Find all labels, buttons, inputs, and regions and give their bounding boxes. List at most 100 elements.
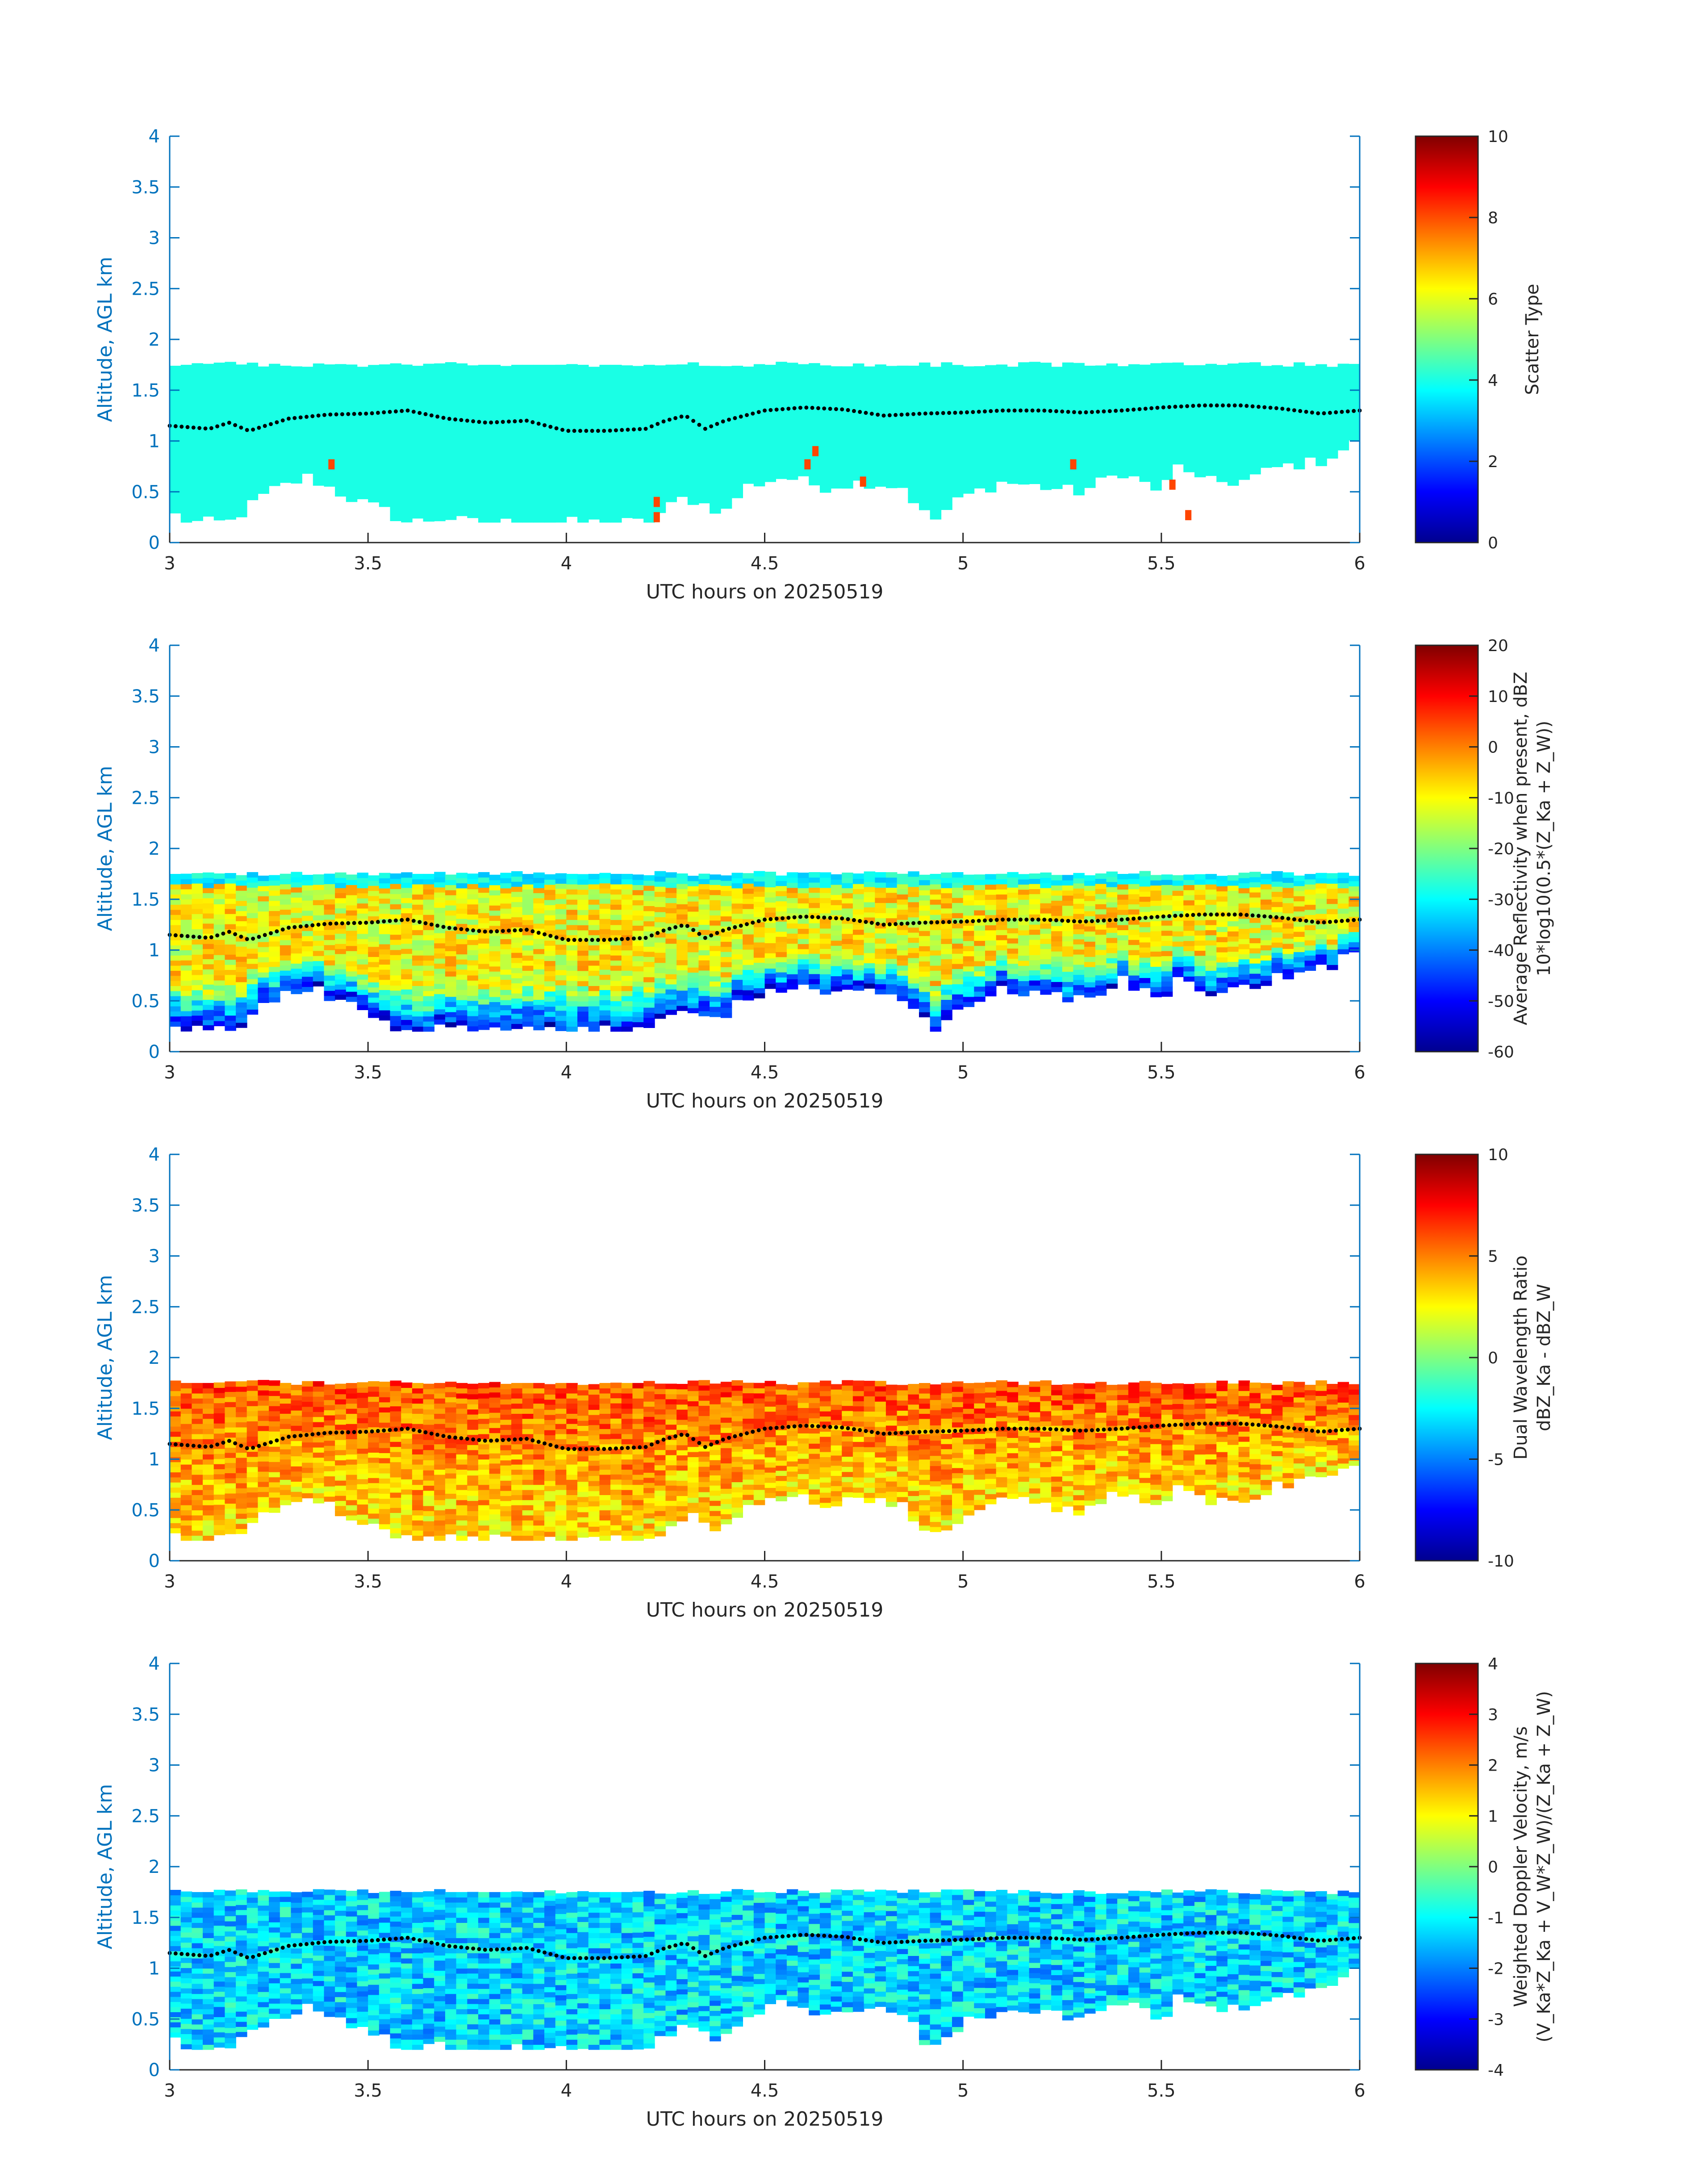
heatmap-cell <box>764 400 776 406</box>
heatmap-cell <box>885 928 898 934</box>
heatmap-cell <box>930 975 942 981</box>
heatmap-cell <box>1183 421 1195 427</box>
heatmap-cell <box>401 491 413 497</box>
heatmap-cell <box>852 444 864 451</box>
heatmap-cell <box>599 451 611 457</box>
heatmap-cell <box>258 962 269 968</box>
heatmap-cell <box>919 479 931 485</box>
heatmap-cell <box>1194 472 1206 477</box>
heatmap-cell <box>1128 430 1140 436</box>
heatmap-cell <box>710 386 721 392</box>
heatmap-cell <box>379 384 391 390</box>
heatmap-cell <box>776 397 787 403</box>
heatmap-cell <box>500 954 512 960</box>
heatmap-cell <box>1084 452 1096 458</box>
heatmap-cell <box>423 930 434 936</box>
heatmap-cell <box>533 984 545 990</box>
heatmap-cell <box>1315 445 1327 451</box>
heatmap-cell <box>753 886 765 892</box>
heatmap-cell <box>203 949 214 954</box>
heatmap-cell <box>335 364 347 370</box>
heatmap-cell <box>731 391 743 397</box>
heatmap-cell <box>180 466 192 472</box>
heatmap-cell <box>885 948 898 954</box>
heatmap-cell <box>379 496 391 502</box>
heatmap-cell <box>555 370 567 376</box>
heatmap-cell <box>258 977 269 983</box>
heatmap-cell <box>577 919 589 925</box>
heatmap-cell <box>434 1019 446 1025</box>
heatmap-cell <box>831 986 843 992</box>
heatmap-cell <box>1018 372 1030 378</box>
heatmap-cell <box>1062 368 1074 373</box>
dotted-line-point <box>929 411 934 416</box>
heatmap-cell <box>423 1011 434 1017</box>
heatmap-cell <box>390 480 401 486</box>
heatmap-cell <box>908 452 919 458</box>
heatmap-cell <box>875 364 886 370</box>
heatmap-cell <box>919 890 931 896</box>
heatmap-cell <box>731 426 743 432</box>
heatmap-cell <box>412 482 424 488</box>
heatmap-cell <box>610 970 622 976</box>
heatmap-cell <box>467 380 479 386</box>
heatmap-cell <box>930 945 942 951</box>
heatmap-cell <box>819 969 831 974</box>
heatmap-cell <box>1315 450 1327 456</box>
heatmap-cell <box>1106 404 1118 410</box>
heatmap-cell <box>852 389 864 394</box>
heatmap-cell <box>566 460 578 466</box>
heatmap-cell <box>478 486 490 493</box>
heatmap-cell <box>1051 397 1063 403</box>
heatmap-cell <box>478 415 490 421</box>
heatmap-cell <box>1040 434 1052 439</box>
heatmap-cell <box>555 410 567 416</box>
heatmap-cell <box>885 376 898 382</box>
heatmap-cell <box>687 459 699 464</box>
heatmap-cell <box>1183 385 1195 391</box>
heatmap-cell <box>555 1025 567 1031</box>
heatmap-cell <box>842 427 853 433</box>
heatmap-cell <box>412 472 424 478</box>
dotted-line-point <box>941 411 945 415</box>
heatmap-cell <box>677 975 688 981</box>
heatmap-cell <box>522 955 534 961</box>
heatmap-cell <box>588 458 600 464</box>
heatmap-cell <box>434 510 446 516</box>
heatmap-cell <box>875 425 886 431</box>
heatmap-cell <box>610 909 622 915</box>
heatmap-cell <box>291 447 302 453</box>
heatmap-cell <box>1238 413 1250 419</box>
heatmap-cell <box>1084 431 1096 437</box>
heatmap-cell <box>621 482 633 488</box>
heatmap-cell <box>654 482 666 488</box>
heatmap-cell <box>1007 468 1019 474</box>
heatmap-cell <box>434 470 446 476</box>
heatmap-cell <box>1216 370 1228 376</box>
heatmap-cell <box>379 491 391 497</box>
heatmap-cell <box>875 948 886 954</box>
heatmap-cell <box>456 1015 468 1021</box>
heatmap-cell <box>566 955 578 961</box>
heatmap-cell <box>698 376 710 382</box>
heatmap-cell <box>412 488 424 493</box>
heatmap-cell <box>313 450 325 455</box>
heatmap-cell <box>930 899 942 905</box>
heatmap-cell <box>864 871 876 877</box>
heatmap-cell <box>555 883 567 889</box>
heatmap-cell <box>919 408 931 414</box>
heatmap-cell <box>1327 372 1338 377</box>
heatmap-cell <box>456 969 468 975</box>
heatmap-cell <box>533 969 545 975</box>
heatmap-cell <box>1128 415 1140 421</box>
heatmap-cell <box>544 430 556 436</box>
heatmap-cell <box>588 397 600 403</box>
heatmap-cell <box>236 926 247 932</box>
heatmap-cell <box>731 898 743 904</box>
heatmap-cell <box>1238 429 1250 435</box>
heatmap-cell <box>445 890 457 895</box>
heatmap-cell <box>533 887 545 894</box>
y-tick-label: 0.5 <box>131 482 160 502</box>
heatmap-cell <box>687 957 699 963</box>
heatmap-cell <box>225 873 236 879</box>
